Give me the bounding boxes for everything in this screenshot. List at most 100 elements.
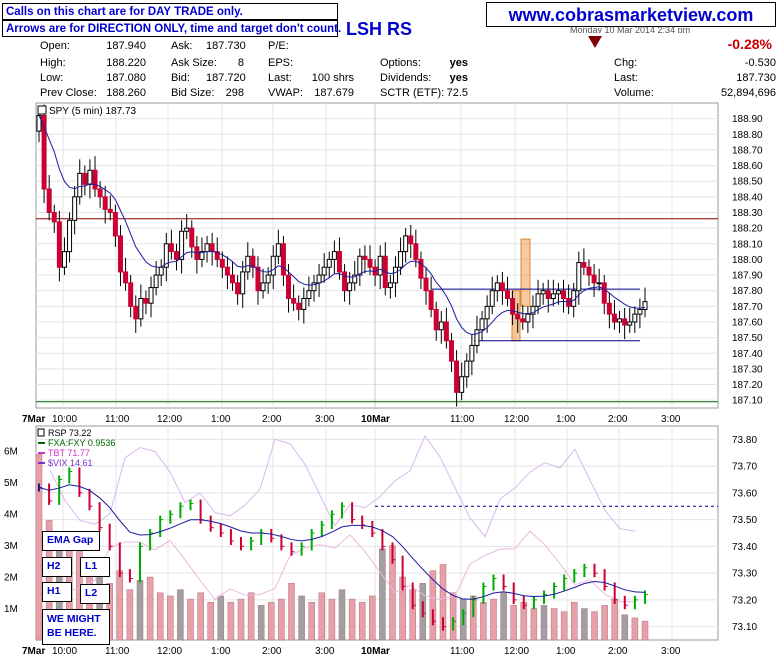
candle-body	[230, 274, 236, 284]
stat-label: Open:	[40, 40, 70, 52]
candle-body	[128, 282, 134, 307]
candle-body	[153, 274, 159, 289]
l2-box: L2	[80, 584, 110, 604]
candle-body	[270, 255, 276, 276]
stat-label: Prev Close:	[40, 87, 97, 99]
volume-bar	[328, 598, 336, 641]
candle-body	[219, 258, 225, 268]
x-tick-label: 12:00	[157, 646, 182, 657]
candle-body	[448, 340, 454, 362]
y-tick-label: 188.10	[732, 239, 763, 250]
candle-body	[240, 271, 246, 295]
candle-body	[510, 298, 516, 315]
stat-label: Last:	[268, 72, 292, 84]
candle-body	[408, 235, 414, 245]
candle-body	[82, 172, 88, 185]
moving-average-line	[38, 115, 646, 336]
volume-bar	[641, 620, 649, 641]
candle-body	[260, 282, 266, 292]
volume-bar	[268, 601, 275, 641]
volume-bar	[449, 592, 457, 641]
volume-tick-label: 2M	[4, 573, 18, 584]
x-tick-label: 10:00	[52, 414, 77, 425]
candle-body	[321, 266, 327, 276]
candle-body	[250, 255, 256, 268]
candle-body	[179, 230, 185, 260]
candle-body	[632, 313, 638, 323]
volume-bar	[611, 598, 618, 641]
volume-bar	[631, 617, 639, 641]
stat-label: Bid Size:	[171, 87, 215, 99]
candle-body	[550, 293, 556, 300]
y-tick-label: 188.90	[732, 114, 763, 125]
candle-body	[540, 290, 546, 295]
y-tick-label: 188.50	[732, 177, 763, 188]
y-tick-label: 73.20	[732, 595, 757, 606]
x-tick-label: 10:00	[52, 646, 77, 657]
volume-bar	[318, 592, 326, 641]
website-link[interactable]: www.cobrasmarketview.com	[486, 2, 776, 27]
volume-bar	[278, 598, 285, 641]
volume-bar	[197, 592, 204, 641]
ema-gap-box: EMA Gap	[42, 531, 100, 551]
volume-bar	[560, 611, 568, 641]
l1-box: L1	[80, 557, 110, 577]
candle-body	[61, 251, 67, 268]
x-tick-label: 3:00	[661, 414, 681, 425]
candle-body	[168, 243, 174, 253]
x-tick-label: 10Mar	[361, 646, 390, 657]
x-tick-label: 2:00	[608, 646, 628, 657]
stat-label: Bid:	[171, 72, 190, 84]
stat-value: 187.080	[106, 72, 146, 84]
x-tick-label: 1:00	[556, 414, 576, 425]
stat-label: P/E:	[268, 40, 289, 52]
rsp-moving-average	[38, 484, 646, 600]
stat-value: 52,894,696	[720, 87, 776, 99]
y-tick-label: 187.40	[732, 349, 763, 360]
candle-body	[611, 313, 617, 323]
volume-bar	[227, 601, 235, 641]
candle-body	[163, 243, 169, 268]
candle-body	[209, 243, 215, 253]
candle-body	[56, 221, 62, 268]
y-tick-label: 187.20	[732, 380, 763, 391]
y-tick-label: 187.80	[732, 286, 763, 297]
candle-body	[505, 290, 511, 300]
y-tick-label: 187.90	[732, 271, 763, 282]
candle-body	[637, 308, 643, 315]
candle-body	[92, 169, 98, 190]
volume-bar	[621, 614, 629, 641]
stat-value: 187.679	[314, 87, 354, 99]
legend-bar-icon	[37, 428, 45, 437]
candle-body	[138, 298, 144, 320]
candle-body	[428, 290, 434, 310]
candle-body	[489, 290, 495, 307]
volume-bar	[480, 601, 487, 641]
candle-body	[545, 290, 551, 300]
candle-body	[77, 172, 83, 198]
candle-body	[265, 274, 271, 284]
candle-body	[306, 290, 312, 300]
x-tick-label: 10Mar	[361, 414, 390, 425]
y-tick-label: 188.00	[732, 255, 763, 266]
y-tick-label: 73.70	[732, 462, 757, 473]
volume-bar	[369, 595, 376, 641]
volume-bar	[308, 601, 315, 641]
candle-body	[484, 305, 490, 320]
candle-body	[515, 313, 521, 320]
we-might-be-here-box: WE MIGHT BE HERE.	[42, 609, 110, 645]
y-tick-label: 188.80	[732, 130, 763, 141]
x-tick-label: 1:00	[211, 414, 231, 425]
candle-body	[199, 251, 205, 260]
symbol-title: LSH RS	[346, 19, 413, 39]
volume-bar	[177, 589, 184, 641]
x-tick-label: 3:00	[315, 414, 335, 425]
date-text: Monday 10 Mar 2014 2:34 pm	[570, 25, 691, 33]
volume-bar	[530, 608, 538, 641]
candle-body	[601, 282, 607, 304]
candle-body	[617, 318, 623, 323]
volume-bar	[167, 595, 174, 641]
candle-body	[520, 318, 526, 323]
candle-body	[387, 282, 393, 289]
